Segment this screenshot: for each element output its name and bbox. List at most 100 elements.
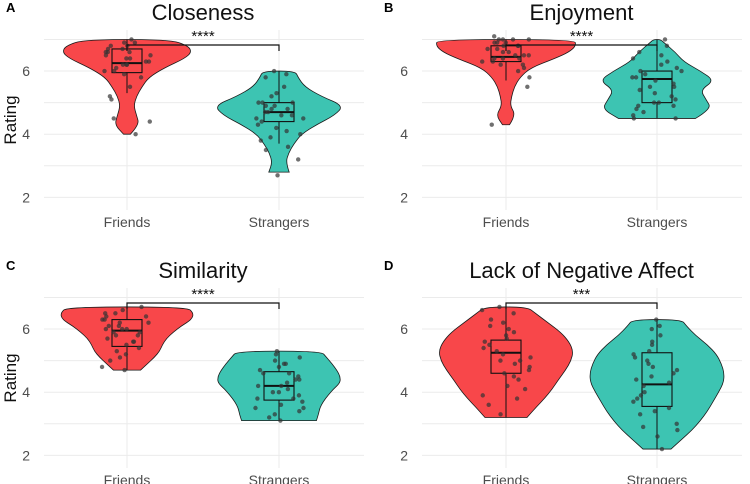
- data-point: [289, 113, 295, 118]
- data-point: [283, 361, 288, 366]
- y-tick-label: 2: [400, 189, 408, 205]
- data-point: [271, 68, 277, 74]
- data-point: [111, 68, 117, 74]
- data-point: [255, 383, 261, 389]
- data-point: [120, 62, 126, 67]
- data-point: [492, 34, 497, 39]
- significance-stars: ***: [573, 286, 591, 303]
- data-point: [113, 333, 119, 338]
- data-point: [111, 116, 116, 121]
- panel-label: D: [384, 258, 393, 273]
- data-point: [103, 326, 109, 332]
- violin-friends: [436, 39, 576, 126]
- data-point: [513, 53, 518, 58]
- data-point: [116, 323, 122, 329]
- data-point: [506, 49, 511, 55]
- data-point: [123, 352, 129, 357]
- data-point: [279, 383, 284, 389]
- data-point: [296, 157, 301, 162]
- data-point: [673, 116, 678, 121]
- data-point: [511, 374, 517, 379]
- data-point: [675, 427, 680, 433]
- data-point: [650, 364, 656, 370]
- data-point: [673, 97, 678, 102]
- data-point: [143, 314, 149, 319]
- data-point: [102, 68, 107, 74]
- data-point: [272, 358, 278, 363]
- data-point: [290, 100, 295, 105]
- data-point: [671, 371, 676, 376]
- y-tick-label: 2: [22, 189, 30, 205]
- panel-label: B: [384, 0, 393, 15]
- data-point: [297, 355, 302, 360]
- data-point: [293, 377, 298, 382]
- data-point: [284, 128, 289, 134]
- data-point: [637, 87, 642, 93]
- panel-b: 2 4 6 Friends Strangers Enjoyment B ****: [384, 0, 742, 230]
- data-point: [263, 75, 268, 80]
- data-point: [279, 113, 284, 118]
- data-point: [659, 62, 664, 67]
- data-point: [659, 53, 664, 58]
- data-point: [488, 317, 494, 322]
- data-point: [132, 40, 138, 45]
- data-point: [108, 43, 114, 48]
- data-point: [635, 396, 640, 401]
- data-point: [496, 37, 502, 42]
- data-point: [652, 90, 658, 96]
- data-point: [649, 326, 654, 332]
- data-point: [503, 40, 508, 45]
- data-point: [528, 355, 533, 360]
- data-point: [664, 43, 670, 48]
- data-point: [262, 109, 268, 115]
- data-point: [649, 342, 655, 348]
- data-point: [255, 122, 261, 127]
- data-point: [121, 72, 127, 77]
- data-point: [671, 103, 676, 108]
- data-point: [267, 415, 272, 420]
- data-point: [652, 408, 658, 414]
- data-point: [261, 371, 266, 376]
- y-tick-label: 2: [22, 447, 30, 463]
- data-point: [272, 412, 277, 417]
- data-point: [631, 399, 636, 404]
- data-point: [657, 323, 662, 329]
- panel-d: 2 4 6 Friends Strangers Lack of Negative Affe…: [384, 258, 742, 484]
- x-tick-label: Friends: [483, 472, 530, 484]
- data-point: [135, 333, 141, 338]
- data-point: [124, 56, 129, 61]
- data-point: [274, 125, 279, 131]
- data-point: [114, 65, 119, 71]
- data-point: [515, 68, 521, 74]
- data-point: [497, 304, 502, 310]
- data-point: [258, 138, 264, 143]
- data-point: [259, 119, 264, 124]
- data-point: [260, 100, 265, 105]
- data-point: [276, 364, 282, 370]
- data-point: [284, 72, 289, 77]
- significance-bracket: [126, 44, 280, 51]
- data-point: [263, 103, 269, 108]
- data-point: [124, 326, 129, 332]
- data-point: [521, 53, 527, 58]
- data-point: [122, 367, 127, 373]
- data-point: [647, 348, 652, 354]
- data-point: [131, 339, 137, 344]
- data-point: [647, 84, 653, 90]
- data-point: [256, 100, 261, 105]
- data-point: [633, 75, 639, 80]
- data-point: [100, 317, 105, 322]
- data-point: [640, 424, 646, 430]
- data-point: [99, 364, 105, 370]
- data-point: [278, 402, 284, 408]
- data-point: [269, 106, 274, 112]
- data-point: [120, 307, 125, 313]
- y-tick-label: 2: [400, 447, 408, 463]
- data-point: [517, 358, 523, 363]
- data-point: [136, 345, 142, 351]
- data-point: [270, 390, 276, 395]
- panel-label: A: [6, 0, 16, 15]
- data-point: [631, 352, 636, 357]
- y-axis-label: Rating: [1, 353, 20, 402]
